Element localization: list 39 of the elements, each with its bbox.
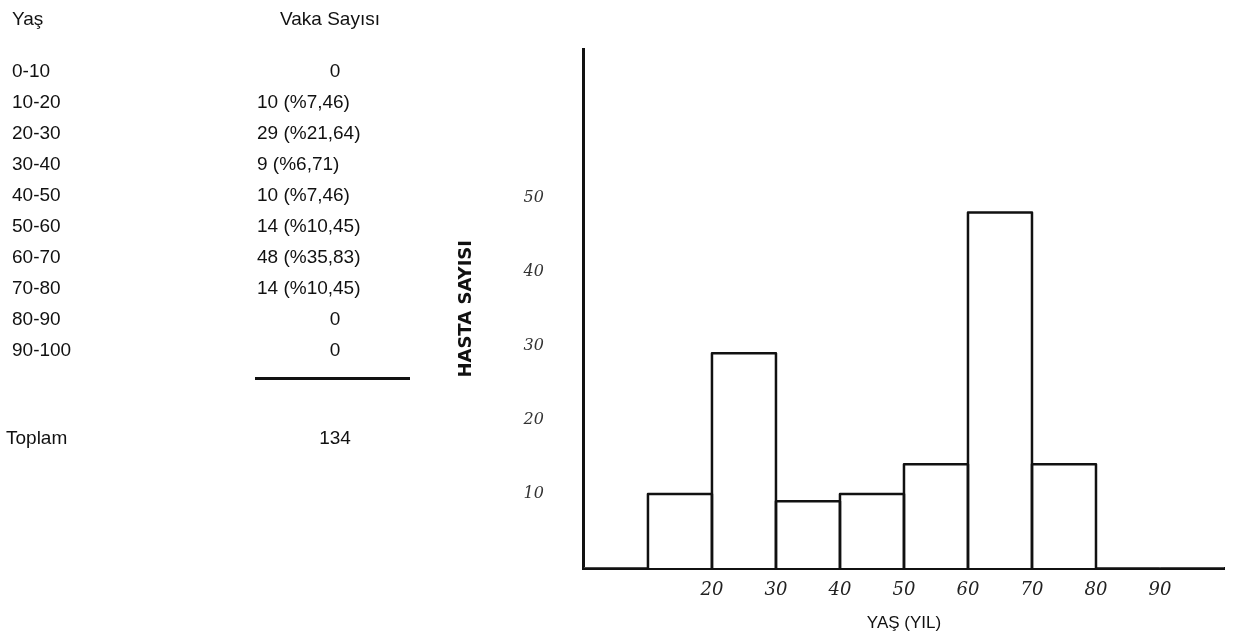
x-tick-label: 50 — [892, 578, 916, 600]
y-axis-title: HASTA SAYISI — [454, 240, 476, 378]
text: Toplam — [6, 427, 68, 449]
category-label: 0-10 — [12, 60, 51, 82]
category-label: 70-80 — [12, 277, 61, 299]
category-label: 30-40 — [12, 153, 61, 175]
text: Yaş — [12, 8, 44, 30]
text: 134 — [318, 427, 352, 449]
category-label: 40-50 — [12, 184, 61, 206]
data-label: 14 (%10,45) — [257, 277, 361, 299]
data-label: 10 (%7,46) — [257, 91, 350, 113]
category-label: 80-90 — [12, 308, 61, 330]
x-tick-label: 80 — [1084, 578, 1108, 600]
data-label: 0 — [328, 308, 342, 330]
x-tick-label: 30 — [764, 578, 788, 600]
y-tick-label: 50 — [523, 186, 544, 206]
data-label: 9 (%6,71) — [257, 153, 340, 175]
data-label: 0 — [328, 339, 342, 361]
y-tick-label: 30 — [523, 334, 544, 354]
category-label: 60-70 — [12, 246, 61, 268]
y-tick-label: 10 — [523, 483, 544, 503]
category-label: 10-20 — [12, 91, 61, 113]
x-axis-title: YAŞ (YIL) — [866, 613, 942, 633]
y-tick-label: 40 — [522, 260, 544, 280]
data-label: 29 (%21,64) — [257, 122, 361, 144]
data-label: 48 (%35,83) — [257, 246, 361, 268]
y-tick-label: 20 — [522, 409, 544, 429]
x-tick-label: 70 — [1020, 578, 1044, 600]
data-label: 0 — [328, 60, 342, 82]
category-label: 50-60 — [12, 215, 61, 237]
data-label: 10 (%7,46) — [257, 184, 350, 206]
text: Vaka Sayısı — [279, 8, 381, 30]
x-tick-label: 60 — [956, 578, 980, 600]
data-label: 14 (%10,45) — [257, 215, 361, 237]
category-label: 20-30 — [12, 122, 61, 144]
category-label: 90-100 — [12, 339, 72, 361]
x-tick-label: 40 — [827, 578, 852, 600]
x-tick-label: 20 — [699, 578, 724, 600]
x-tick-label: 90 — [1148, 578, 1172, 600]
